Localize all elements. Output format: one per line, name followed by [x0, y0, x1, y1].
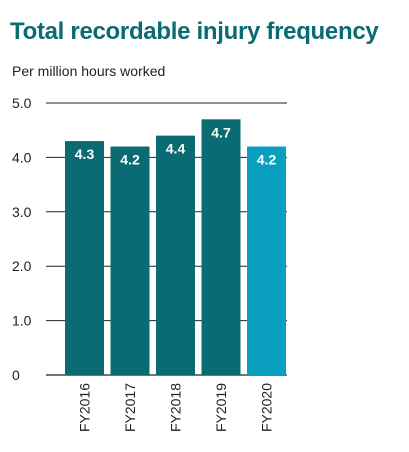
x-tick-label: FY2020 — [259, 383, 275, 432]
data-label: 4.2 — [257, 152, 277, 168]
chart-subtitle: Per million hours worked — [12, 63, 166, 79]
x-axis-tick-labels: FY2016 FY2017 FY2018 FY2019 FY2020 — [77, 383, 275, 432]
x-tick-label: FY2016 — [77, 383, 93, 432]
x-tick-label: FY2017 — [122, 383, 138, 432]
y-tick-label: 4.0 — [12, 149, 32, 165]
y-axis-tick-labels: 0 1.0 2.0 3.0 4.0 5.0 — [12, 95, 32, 383]
data-label: 4.7 — [211, 124, 231, 140]
bar-fy2016 — [65, 141, 104, 375]
bar-fy2020 — [247, 146, 286, 375]
data-label: 4.4 — [166, 141, 186, 157]
y-tick-label: 0 — [12, 367, 20, 383]
bar-fy2017 — [110, 146, 150, 375]
bar-fy2019 — [201, 119, 241, 375]
data-label: 4.2 — [120, 152, 140, 168]
bars — [65, 119, 286, 375]
x-tick-label: FY2018 — [168, 383, 184, 432]
y-tick-label: 3.0 — [12, 204, 32, 220]
y-tick-label: 5.0 — [12, 95, 32, 111]
y-tick-label: 1.0 — [12, 313, 32, 329]
bar-fy2018 — [156, 135, 195, 375]
data-label: 4.3 — [75, 146, 95, 162]
chart-title: Total recordable injury frequency — [10, 18, 379, 45]
x-tick-label: FY2019 — [213, 383, 229, 432]
y-tick-label: 2.0 — [12, 258, 32, 274]
data-labels: 4.3 4.2 4.4 4.7 4.2 — [75, 124, 277, 167]
